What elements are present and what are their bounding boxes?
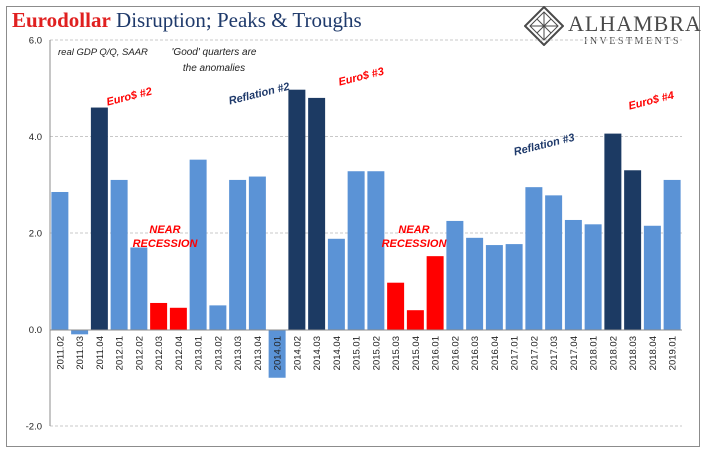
bar-2015.04 <box>406 310 424 330</box>
chart-title: Eurodollar Disruption; Peaks & Troughs <box>12 8 362 33</box>
reflation3-annotation: Reflation #3 <box>513 132 576 159</box>
bar-2014.01 <box>268 329 286 378</box>
euro3-annotation: Euro$ #3 <box>337 66 385 89</box>
x-tick-label: 2014.04 <box>332 336 343 370</box>
x-tick-label: 2012.04 <box>174 336 185 370</box>
bar-2014.04 <box>327 238 345 330</box>
x-tick-label: 2012.01 <box>115 336 126 370</box>
x-tick-label: 2014.03 <box>312 336 323 370</box>
x-tick-label: 2013.01 <box>194 336 205 370</box>
bar-2011.04 <box>90 107 108 330</box>
bar-2012.02 <box>130 247 148 330</box>
bar-2017.02 <box>525 187 543 330</box>
bar-2016.01 <box>426 256 444 330</box>
bar-2013.03 <box>229 179 247 330</box>
bar-2018.01 <box>584 224 602 330</box>
euro2-annotation: Euro$ #2 <box>105 86 153 109</box>
bar-2011.03 <box>71 329 89 335</box>
x-tick-label: 2013.02 <box>213 336 224 370</box>
bar-2014.02 <box>288 89 306 330</box>
bar-2011.02 <box>51 191 69 330</box>
near-recession-2-line2: RECESSION <box>382 238 448 250</box>
x-tick-label: 2014.01 <box>273 336 284 370</box>
y-tick-label: -2.0 <box>26 422 42 433</box>
good-quarters-annotation-line1: 'Good' quarters are <box>172 47 257 58</box>
bar-2015.01 <box>347 171 365 330</box>
logo-subtitle: INVESTMENTS <box>584 36 681 47</box>
y-tick-labels: -2.0 0.0 2.0 4.0 6.0 <box>26 36 42 433</box>
x-tick-label: 2011.03 <box>75 336 86 370</box>
x-tick-label: 2017.03 <box>549 336 560 370</box>
x-tick-label: 2014.02 <box>292 336 303 370</box>
reflation2-annotation: Reflation #2 <box>228 81 291 108</box>
logo-name: ALHAMBRA <box>568 11 702 36</box>
x-tick-label: 2016.03 <box>470 336 481 370</box>
bar-2012.03 <box>150 302 168 330</box>
x-tick-label: 2016.01 <box>431 336 442 370</box>
x-tick-label: 2013.04 <box>253 336 264 370</box>
x-tick-label: 2017.01 <box>510 336 521 370</box>
x-tick-label: 2012.03 <box>154 336 165 370</box>
bar-2018.02 <box>604 133 622 330</box>
x-tick-label: 2015.04 <box>411 336 422 370</box>
good-quarters-annotation-line2: the anomalies <box>183 63 245 74</box>
bar-2013.02 <box>209 305 227 330</box>
x-tick-label: 2016.04 <box>490 336 501 370</box>
x-tick-label: 2011.02 <box>55 336 66 370</box>
bar-2016.03 <box>466 237 484 330</box>
bar-2018.03 <box>624 170 642 330</box>
x-tick-label: 2016.02 <box>450 336 461 370</box>
near-recession-1-line2: RECESSION <box>133 238 199 250</box>
bar-2015.03 <box>387 282 405 330</box>
x-tick-label: 2012.02 <box>134 336 145 370</box>
x-tick-label: 2015.01 <box>352 336 363 370</box>
title-part-eurodollar: Eurodollar <box>12 8 111 32</box>
bar-2017.04 <box>564 219 582 330</box>
x-tick-label: 2015.03 <box>391 336 402 370</box>
diamond-lattice-icon <box>524 6 564 46</box>
x-tick-label: 2015.02 <box>371 336 382 370</box>
near-recession-2-line1: NEAR <box>398 224 429 236</box>
x-tick-labels: 2011.02 2011.03 2011.04 2012.01 2012.02 2012.… <box>55 336 678 370</box>
alhambra-logo: ALHAMBRA INVESTMENTS <box>524 6 702 48</box>
bar-2017.03 <box>545 195 563 330</box>
bar-2017.01 <box>505 244 523 330</box>
x-tick-label: 2018.04 <box>648 336 659 370</box>
x-tick-label: 2018.03 <box>628 336 639 370</box>
bar-2019.01 <box>663 179 681 330</box>
x-tick-label: 2017.04 <box>569 336 580 370</box>
y-tick-label: 6.0 <box>29 36 42 47</box>
x-tick-label: 2011.04 <box>95 336 106 370</box>
bar-2016.02 <box>446 220 464 330</box>
bar-2013.01 <box>189 159 207 330</box>
bars <box>51 89 681 378</box>
x-tick-label: 2018.02 <box>608 336 619 370</box>
bar-2018.04 <box>643 225 661 330</box>
units-annotation: real GDP Q/Q, SAAR <box>58 47 148 58</box>
bar-2016.04 <box>485 245 503 330</box>
euro4-annotation: Euro$ #4 <box>627 90 675 113</box>
x-tick-label: 2013.03 <box>233 336 244 370</box>
bar-2013.04 <box>248 176 266 330</box>
title-part-rest: Disruption; Peaks & Troughs <box>110 8 362 32</box>
axes <box>49 40 682 426</box>
annotations: real GDP Q/Q, SAAR 'Good' quarters are t… <box>58 47 675 250</box>
y-tick-label: 2.0 <box>29 229 42 240</box>
x-tick-label: 2017.02 <box>529 336 540 370</box>
y-tick-label: 0.0 <box>29 325 42 336</box>
x-tick-label: 2018.01 <box>589 336 600 370</box>
x-tick-label: 2019.01 <box>668 336 679 370</box>
bar-2014.03 <box>308 97 326 330</box>
bar-2015.02 <box>367 171 385 330</box>
bar-2012.01 <box>110 179 128 330</box>
bar-2012.04 <box>169 307 187 330</box>
near-recession-1-line1: NEAR <box>149 224 180 236</box>
y-tick-label: 4.0 <box>29 132 42 143</box>
